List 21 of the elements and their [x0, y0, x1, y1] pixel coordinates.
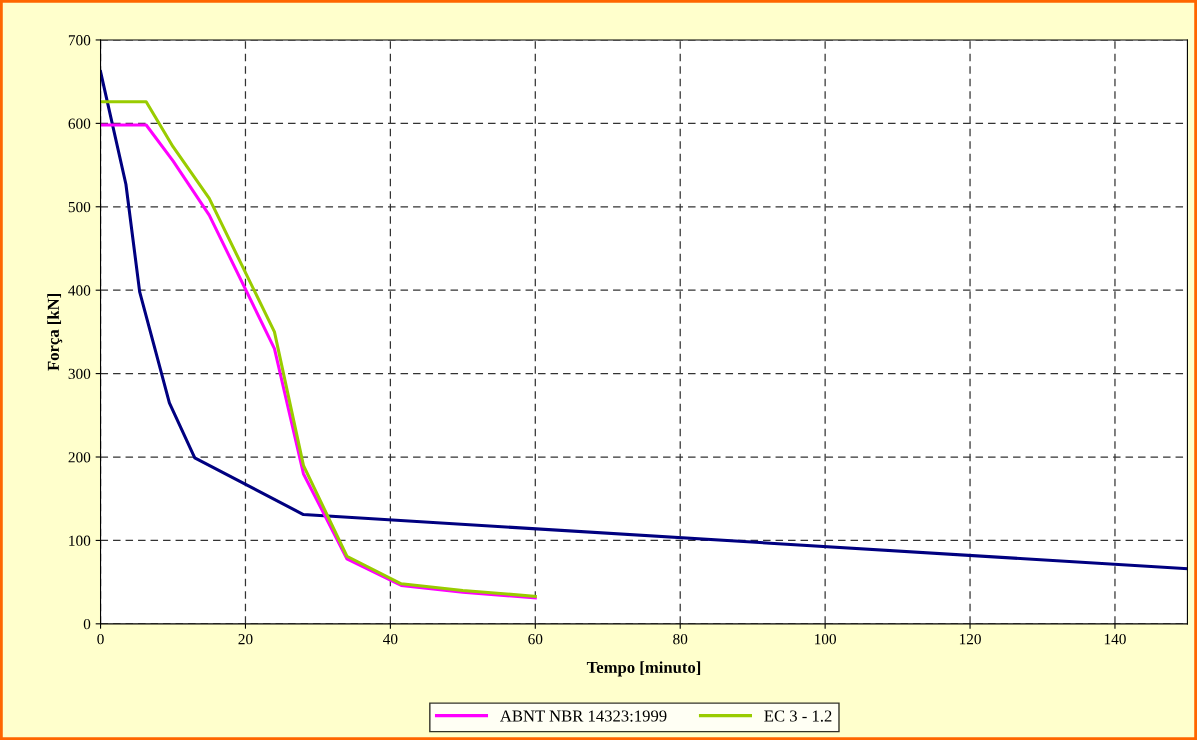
y-tick-label: 700	[68, 35, 91, 46]
y-tick-label: 300	[68, 368, 91, 380]
x-tick-label: 60	[528, 633, 543, 645]
y-axis-title: Força [kN]	[47, 294, 63, 371]
line-series	[100, 70, 1188, 571]
legend-label: ABNT NBR 14323:1999	[499, 710, 667, 722]
x-tick-label: 20	[238, 633, 253, 645]
y-tick-label: 400	[68, 285, 91, 296]
x-tick-label: 0	[97, 633, 104, 645]
x-tick-label: 100	[815, 633, 837, 645]
x-tick-label: 80	[673, 633, 688, 645]
x-tick-label: 140	[1104, 633, 1126, 645]
legend-label: EC 3 - 1.2	[764, 710, 832, 722]
x-axis-title: Tempo [minuto]	[586, 661, 701, 677]
y-tick-label: 500	[68, 201, 91, 213]
y-tick-label: 200	[68, 452, 91, 463]
y-tick-label: 0	[83, 618, 91, 630]
y-tick-label: 600	[68, 118, 91, 129]
x-tick-label: 120	[959, 633, 981, 645]
x-tick-label: 40	[383, 633, 398, 645]
y-tick-label: 100	[69, 535, 91, 546]
